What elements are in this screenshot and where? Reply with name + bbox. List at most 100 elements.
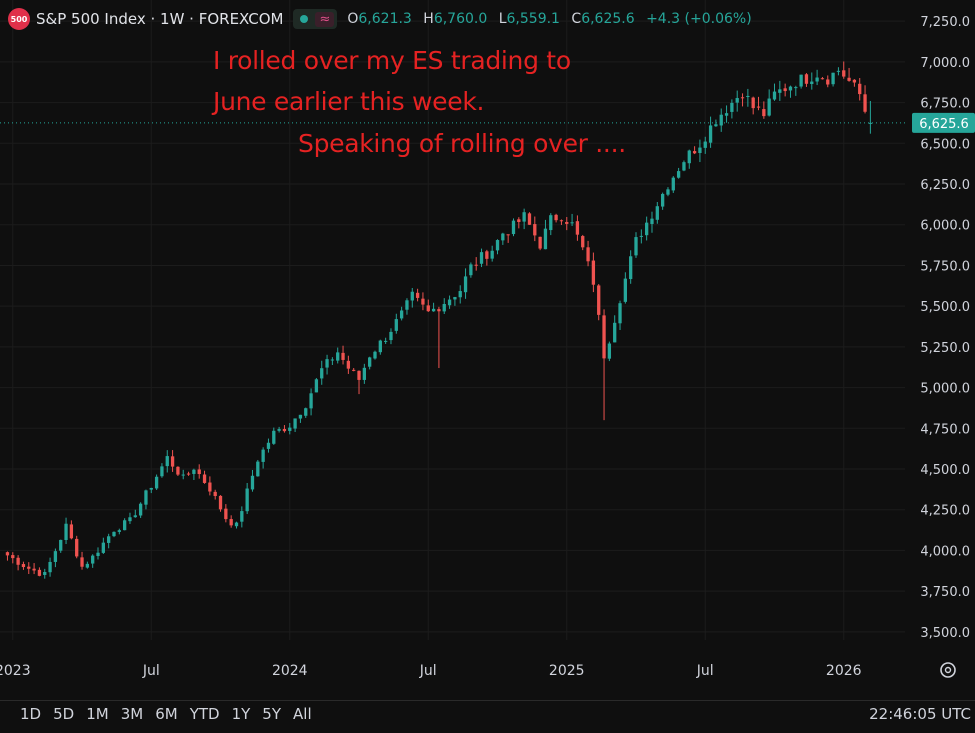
y-tick-label: 7,000.0: [920, 56, 970, 71]
y-tick-label: 5,750.0: [920, 259, 970, 274]
candle-body: [442, 303, 446, 312]
y-tick-label: 6,500.0: [920, 137, 970, 152]
x-tick-label: Jul: [696, 663, 714, 679]
price-axis[interactable]: 3,500.0 3,750.0 4,000.0 4,250.0 4,500.0 4,750…: [905, 0, 975, 700]
symbol-title[interactable]: S&P 500 Index · 1W · FOREXCOM: [36, 10, 284, 28]
low-value: 6,559.1: [506, 11, 560, 27]
y-tick-label: 4,250.0: [920, 504, 970, 519]
candle-body: [16, 557, 20, 565]
price-chart[interactable]: 3,500.0 3,750.0 4,000.0 4,250.0 4,500.0 4,750…: [0, 0, 975, 700]
range-button-ytd[interactable]: YTD: [189, 705, 220, 723]
y-tick-label: 4,750.0: [920, 422, 970, 437]
candle-body: [415, 292, 420, 298]
y-tick-label: 7,250.0: [920, 15, 970, 30]
y-tick-label: 6,000.0: [920, 219, 970, 234]
candle-body: [474, 264, 478, 266]
candle-body: [346, 360, 351, 369]
candle-body: [197, 469, 201, 475]
candle-body: [341, 352, 345, 360]
candle-body: [591, 260, 596, 285]
candle-body: [202, 474, 207, 483]
candle-body: [69, 524, 74, 539]
candle-body: [314, 379, 319, 393]
candle-body: [724, 113, 729, 116]
candle-body: [629, 256, 633, 280]
candle-body: [394, 319, 398, 331]
annotation-line-1: I rolled over my ES trading to: [213, 46, 571, 75]
candle-body: [671, 177, 675, 191]
candle-body: [250, 475, 255, 490]
candle-body: [698, 147, 702, 154]
close-key: C: [571, 11, 582, 27]
candle-body: [37, 569, 42, 576]
candle-body: [655, 206, 659, 220]
range-button-1m[interactable]: 1M: [86, 705, 109, 723]
sp500-logo: 500: [8, 8, 30, 30]
x-tick-label: 2024: [272, 663, 308, 679]
range-button-5d[interactable]: 5D: [53, 705, 75, 723]
candle-body: [48, 561, 52, 573]
candle-body: [836, 70, 841, 72]
candle-body: [778, 89, 782, 93]
range-button-1y[interactable]: 1Y: [231, 705, 251, 723]
candle-body: [330, 359, 335, 361]
y-tick-label: 5,000.0: [920, 382, 970, 397]
candle-body: [650, 218, 654, 224]
market-status-pill[interactable]: ≈: [293, 9, 338, 29]
candle-body: [261, 449, 265, 462]
range-button-3m[interactable]: 3M: [120, 705, 144, 723]
candle-body: [160, 466, 164, 477]
open-key: O: [347, 11, 359, 27]
candle-body: [229, 519, 233, 526]
candle-body: [59, 539, 63, 551]
range-button-6m[interactable]: 6M: [155, 705, 178, 723]
settings-gear-icon[interactable]: [940, 662, 956, 678]
candle-body: [639, 235, 643, 237]
range-button-5y[interactable]: 5Y: [262, 705, 282, 723]
x-tick-label: 2023: [0, 663, 31, 679]
time-axis[interactable]: 2023 Jul 2024 Jul 2025 Jul 2026: [0, 663, 862, 679]
candle-body: [479, 252, 484, 264]
candle-body: [714, 124, 718, 127]
candle-body: [772, 91, 777, 100]
candle-body: [122, 520, 127, 531]
candle-body: [463, 276, 468, 293]
candle-body: [863, 94, 867, 112]
candle-body: [245, 488, 249, 512]
time-range-selector: 1D 5D 1M 3M 6M YTD 1Y 5Y All: [14, 705, 318, 723]
range-button-1d[interactable]: 1D: [20, 705, 42, 723]
candle-body: [522, 212, 526, 222]
utc-clock[interactable]: 22:46:05 UTC: [869, 705, 971, 723]
candle-body: [804, 74, 809, 84]
candle-body: [410, 291, 414, 301]
candle-body: [756, 106, 761, 108]
candle-body: [682, 162, 686, 171]
x-tick-label: Jul: [142, 663, 160, 679]
candle-body: [581, 236, 585, 248]
candle-body: [506, 234, 510, 236]
candle-body: [64, 523, 68, 541]
candle-body: [847, 77, 851, 81]
candle-body: [469, 264, 473, 276]
last-price-label: 6,625.6: [919, 117, 969, 132]
candle-body: [224, 508, 228, 520]
candle-body: [575, 221, 580, 235]
candle-body: [565, 221, 569, 224]
candle-body: [810, 81, 814, 85]
candle-body: [107, 536, 111, 543]
x-tick-label: Jul: [419, 663, 437, 679]
candle-body: [96, 552, 100, 556]
candle-body: [815, 77, 819, 82]
candle-body: [538, 236, 542, 249]
open-value: 6,621.3: [358, 11, 412, 27]
candle-body: [75, 538, 79, 557]
candle-body: [192, 469, 196, 474]
candle-body: [426, 305, 430, 312]
candle-body: [767, 98, 771, 116]
candles: [5, 61, 873, 579]
candle-body: [128, 517, 132, 522]
candle-body: [852, 79, 857, 83]
range-button-all[interactable]: All: [293, 705, 312, 723]
ohlc-values: O6,621.3 H6,760.0 L6,559.1 C6,625.6 +4.3…: [347, 11, 758, 27]
candle-body: [304, 408, 308, 416]
